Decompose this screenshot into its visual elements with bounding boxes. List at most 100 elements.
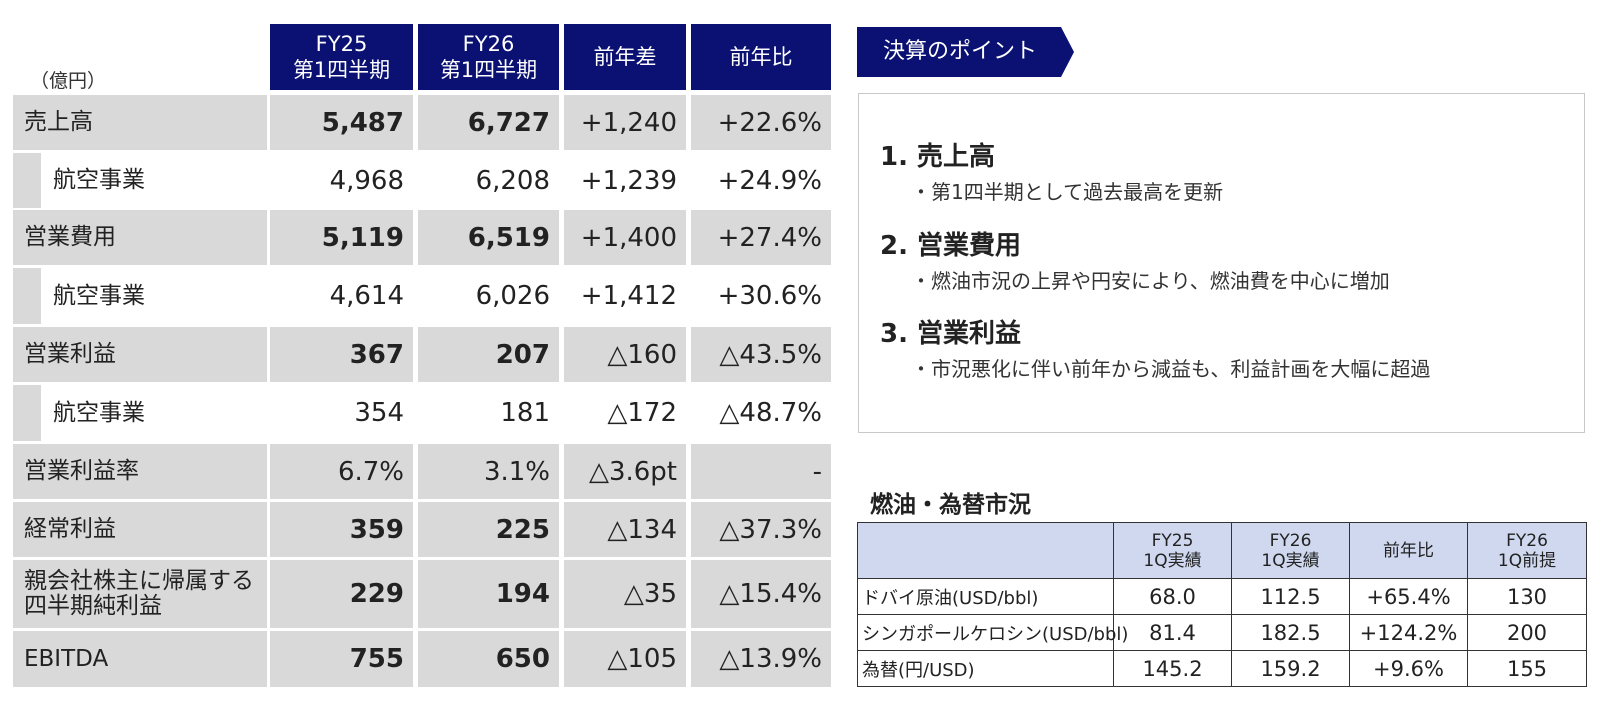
results-row-ordinary-profit: 経常利益 359 225 △134 △37.3% — [13, 502, 831, 557]
cell-fy25: 354 — [270, 385, 413, 441]
fx-header-fy26-line2: 1Q実績 — [1261, 550, 1320, 571]
fx-header-plan-line2: 1Q前提 — [1497, 550, 1557, 571]
fx-header-ratio-label: 前年比 — [1383, 540, 1434, 561]
results-row-profit-airline: 航空事業 354 181 △172 △48.7% — [13, 385, 831, 441]
cell-fy26: 6,519 — [418, 210, 559, 265]
fx-cell-ratio: +65.4% — [1349, 578, 1468, 615]
fx-header-fy25-line1: FY25 — [1151, 530, 1194, 551]
results-row-revenue: 売上高 5,487 6,727 +1,240 +22.6% — [13, 95, 831, 150]
cell-fy26: 6,208 — [418, 153, 559, 208]
point-heading-2: 2. 営業費用 — [880, 231, 1022, 261]
cell-ratio: △13.9% — [691, 631, 831, 687]
row-label: 経常利益 — [13, 502, 267, 557]
fx-cell-plan: 130 — [1467, 578, 1587, 615]
cell-diff: △3.6pt — [564, 444, 686, 499]
key-points-title: 決算のポイント — [883, 39, 1038, 64]
cell-diff: △105 — [564, 631, 686, 687]
cell-ratio: △43.5% — [691, 327, 831, 382]
point-heading-3: 3. 営業利益 — [880, 319, 1022, 349]
row-label: 航空事業 — [13, 385, 267, 441]
row-label: 航空事業 — [13, 153, 267, 208]
fuel-fx-header-row: FY25 1Q実績 FY26 1Q実績 前年比 FY26 1Q前提 — [857, 522, 1587, 579]
cell-fy25: 229 — [270, 560, 413, 628]
cell-ratio: +24.9% — [691, 153, 831, 208]
cell-ratio: - — [691, 444, 831, 499]
cell-diff: △35 — [564, 560, 686, 628]
column-header-fy25-year: FY25 — [315, 32, 368, 56]
column-header-fy26-year: FY26 — [462, 32, 515, 56]
cell-fy25: 5,119 — [270, 210, 413, 265]
column-header-ratio: 前年比 — [691, 24, 831, 90]
unit-label: （億円） — [30, 70, 107, 92]
indent-stripe — [13, 153, 41, 208]
cell-fy26: 650 — [418, 631, 559, 687]
row-label-text: EBITDA — [24, 645, 109, 672]
cell-diff: +1,240 — [564, 95, 686, 150]
point-heading-1: 1. 売上高 — [880, 142, 996, 172]
cell-ratio: △37.3% — [691, 502, 831, 557]
fx-cell-plan: 200 — [1467, 614, 1587, 651]
cell-fy25: 4,968 — [270, 153, 413, 208]
fx-cell-fy25: 145.2 — [1113, 650, 1232, 687]
fx-cell-ratio: +124.2% — [1349, 614, 1468, 651]
cell-diff: △134 — [564, 502, 686, 557]
cell-fy26: 6,727 — [418, 95, 559, 150]
cell-fy26: 225 — [418, 502, 559, 557]
row-label-text: 営業利益率 — [24, 458, 139, 484]
cell-ratio: △15.4% — [691, 560, 831, 628]
row-label: 親会社株主に帰属する 四半期純利益 — [13, 560, 267, 628]
row-label: 営業費用 — [13, 210, 267, 265]
cell-ratio: △48.7% — [691, 385, 831, 441]
column-header-fy25: FY25 第1四半期 — [270, 24, 413, 90]
point-detail-3: ・市況悪化に伴い前年から減益も、利益計画を大幅に超過 — [911, 357, 1431, 381]
column-header-diff-label: 前年差 — [593, 45, 657, 69]
point-detail-2: ・燃油市況の上昇や円安により、燃油費を中心に増加 — [911, 269, 1390, 293]
cell-fy25: 5,487 — [270, 95, 413, 150]
fx-cell-fy25: 81.4 — [1113, 614, 1232, 651]
cell-fy26: 207 — [418, 327, 559, 382]
fx-cell-fy26: 112.5 — [1231, 578, 1350, 615]
results-row-expenses-airline: 航空事業 4,614 6,026 +1,412 +30.6% — [13, 268, 831, 324]
fuel-fx-row-exchange: 為替(円/USD) 145.2 159.2 +9.6% 155 — [857, 650, 1587, 687]
key-points-box: 1. 売上高 ・第1四半期として過去最高を更新 2. 営業費用 ・燃油市況の上昇… — [858, 93, 1585, 433]
fuel-fx-row-kerosene: シンガポールケロシン(USD/bbl) 81.4 182.5 +124.2% 2… — [857, 614, 1587, 651]
row-label: 航空事業 — [13, 268, 267, 324]
fx-cell-fy26: 159.2 — [1231, 650, 1350, 687]
fx-row-label: ドバイ原油(USD/bbl) — [857, 578, 1114, 615]
row-label-text: 航空事業 — [53, 167, 145, 193]
row-label: 営業利益率 — [13, 444, 267, 499]
results-row-ebitda: EBITDA 755 650 △105 △13.9% — [13, 631, 831, 687]
cell-fy25: 6.7% — [270, 444, 413, 499]
results-row-net-income: 親会社株主に帰属する 四半期純利益 229 194 △35 △15.4% — [13, 560, 831, 628]
cell-diff: +1,239 — [564, 153, 686, 208]
fuel-fx-table: FY25 1Q実績 FY26 1Q実績 前年比 FY26 1Q前提 ドバイ原油(USD… — [857, 522, 1587, 687]
fuel-fx-title: 燃油・為替市況 — [870, 492, 1031, 518]
key-points-title-tag: 決算のポイント — [857, 27, 1074, 77]
cell-fy25: 4,614 — [270, 268, 413, 324]
row-label-text: 営業利益 — [24, 341, 116, 367]
cell-ratio: +22.6% — [691, 95, 831, 150]
cell-fy26: 194 — [418, 560, 559, 628]
tag-arrow-shape — [857, 27, 1074, 77]
cell-diff: △172 — [564, 385, 686, 441]
fx-cell-plan: 155 — [1467, 650, 1587, 687]
fx-header-fy25: FY25 1Q実績 — [1113, 522, 1232, 579]
column-header-diff: 前年差 — [564, 24, 686, 90]
cell-ratio: +30.6% — [691, 268, 831, 324]
indent-stripe — [13, 268, 41, 324]
fx-header-plan-line1: FY26 — [1506, 530, 1548, 551]
column-header-fy25-period: 第1四半期 — [292, 58, 391, 82]
results-row-operating-margin: 営業利益率 6.7% 3.1% △3.6pt - — [13, 444, 831, 499]
fx-cell-fy25: 68.0 — [1113, 578, 1232, 615]
results-row-revenue-airline: 航空事業 4,968 6,208 +1,239 +24.9% — [13, 153, 831, 208]
row-label-text: 親会社株主に帰属する 四半期純利益 — [24, 569, 254, 619]
row-label-text: 航空事業 — [53, 282, 145, 309]
fx-cell-ratio: +9.6% — [1349, 650, 1468, 687]
row-label-text: 経常利益 — [24, 516, 116, 542]
fuel-fx-row-dubai: ドバイ原油(USD/bbl) 68.0 112.5 +65.4% 130 — [857, 578, 1587, 615]
row-label-text: 営業費用 — [24, 224, 116, 250]
row-label: 売上高 — [13, 95, 267, 150]
row-label-text: 売上高 — [24, 109, 93, 135]
row-label-line1: 親会社株主に帰属する — [24, 568, 254, 594]
cell-fy26: 6,026 — [418, 268, 559, 324]
